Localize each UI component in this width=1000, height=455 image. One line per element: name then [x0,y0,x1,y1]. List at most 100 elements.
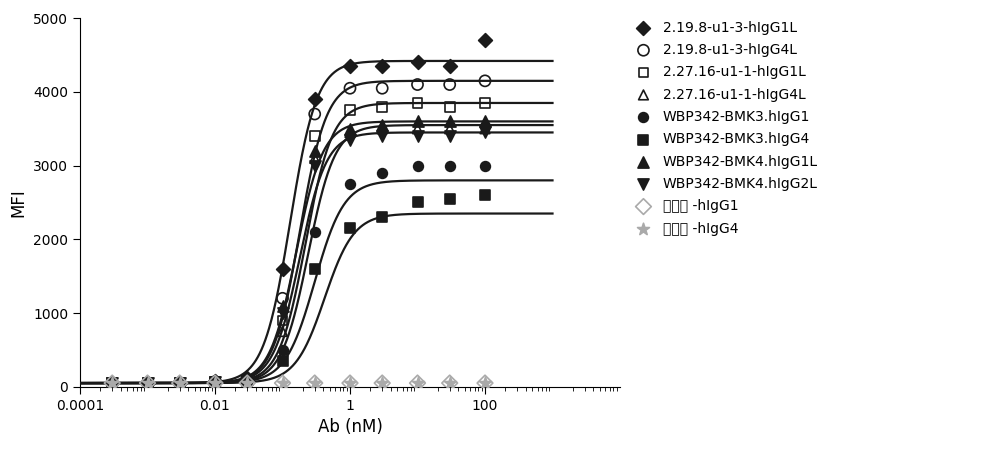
WBP342-BMK3.hIgG1 [442,162,458,169]
2.19.8-u1-3-hIgG1L [139,379,156,387]
同种型 -hIgG1 [207,379,223,387]
X-axis label: Ab (nM): Ab (nM) [318,418,382,436]
WBP342-BMK3.hIgG1 [207,378,223,385]
WBP342-BMK3.hIgG4 [139,379,156,387]
2.19.8-u1-3-hIgG1L [207,377,223,384]
2.27.16-u1-1-hIgG1L [442,103,458,110]
同种型 -hIgG4 [274,379,291,387]
2.27.16-u1-1-hIgG4L [104,379,120,387]
WBP342-BMK4.hIgG2L [172,379,188,386]
WBP342-BMK3.hIgG4 [172,379,188,386]
WBP342-BMK4.hIgG1L [239,376,255,383]
2.27.16-u1-1-hIgG4L [207,378,223,385]
2.19.8-u1-3-hIgG4L [207,378,223,385]
2.19.8-u1-3-hIgG1L [307,96,323,103]
WBP342-BMK3.hIgG4 [442,195,458,202]
2.27.16-u1-1-hIgG1L [172,379,188,386]
WBP342-BMK4.hIgG1L [442,118,458,125]
2.19.8-u1-3-hIgG4L [342,85,358,92]
WBP342-BMK4.hIgG2L [374,132,390,140]
WBP342-BMK4.hIgG2L [342,136,358,143]
WBP342-BMK4.hIgG1L [207,378,223,385]
WBP342-BMK3.hIgG4 [104,379,120,387]
WBP342-BMK4.hIgG1L [104,379,120,387]
2.27.16-u1-1-hIgG4L [477,125,493,132]
2.19.8-u1-3-hIgG1L [442,62,458,70]
2.19.8-u1-3-hIgG4L [274,295,291,302]
WBP342-BMK4.hIgG2L [104,379,120,387]
WBP342-BMK3.hIgG4 [477,192,493,199]
同种型 -hIgG1 [374,379,390,387]
2.19.8-u1-3-hIgG1L [104,379,120,387]
WBP342-BMK3.hIgG1 [172,379,188,386]
2.27.16-u1-1-hIgG4L [342,129,358,136]
WBP342-BMK3.hIgG1 [307,228,323,236]
Legend: 2.19.8-u1-3-hIgG1L, 2.19.8-u1-3-hIgG4L, 2.27.16-u1-1-hIgG1L, 2.27.16-u1-1-hIgG4L: 2.19.8-u1-3-hIgG1L, 2.19.8-u1-3-hIgG4L, … [632,18,821,238]
2.27.16-u1-1-hIgG1L [239,376,255,384]
WBP342-BMK3.hIgG1 [342,180,358,187]
2.27.16-u1-1-hIgG1L [342,106,358,114]
WBP342-BMK3.hIgG1 [239,377,255,384]
2.27.16-u1-1-hIgG1L [307,132,323,140]
同种型 -hIgG1 [274,379,291,387]
WBP342-BMK3.hIgG1 [274,346,291,354]
2.19.8-u1-3-hIgG4L [104,379,120,387]
2.27.16-u1-1-hIgG1L [274,317,291,324]
同种型 -hIgG4 [139,379,156,387]
WBP342-BMK3.hIgG4 [374,213,390,221]
WBP342-BMK3.hIgG4 [274,357,291,364]
2.19.8-u1-3-hIgG4L [307,111,323,118]
2.27.16-u1-1-hIgG4L [239,377,255,384]
2.27.16-u1-1-hIgG4L [139,379,156,387]
WBP342-BMK4.hIgG2L [274,309,291,317]
WBP342-BMK3.hIgG1 [104,379,120,387]
WBP342-BMK3.hIgG4 [207,378,223,385]
同种型 -hIgG1 [477,379,493,387]
WBP342-BMK4.hIgG1L [410,118,426,125]
同种型 -hIgG4 [207,379,223,387]
2.27.16-u1-1-hIgG4L [374,125,390,132]
WBP342-BMK4.hIgG1L [307,147,323,155]
WBP342-BMK4.hIgG2L [239,376,255,384]
2.19.8-u1-3-hIgG4L [477,77,493,85]
2.27.16-u1-1-hIgG4L [410,125,426,132]
2.19.8-u1-3-hIgG4L [139,379,156,387]
2.19.8-u1-3-hIgG1L [342,62,358,70]
WBP342-BMK3.hIgG1 [410,162,426,169]
WBP342-BMK3.hIgG4 [342,225,358,232]
同种型 -hIgG4 [104,379,120,387]
2.27.16-u1-1-hIgG4L [442,125,458,132]
2.19.8-u1-3-hIgG4L [442,81,458,88]
同种型 -hIgG1 [442,379,458,387]
2.27.16-u1-1-hIgG4L [172,379,188,386]
2.19.8-u1-3-hIgG1L [172,379,188,386]
2.19.8-u1-3-hIgG1L [274,265,291,273]
2.19.8-u1-3-hIgG1L [239,374,255,382]
2.19.8-u1-3-hIgG4L [410,81,426,88]
2.27.16-u1-1-hIgG1L [139,379,156,387]
WBP342-BMK3.hIgG1 [477,162,493,169]
WBP342-BMK4.hIgG1L [342,125,358,132]
WBP342-BMK4.hIgG2L [139,379,156,387]
同种型 -hIgG4 [239,379,255,387]
同种型 -hIgG1 [239,379,255,387]
同种型 -hIgG4 [410,379,426,387]
2.19.8-u1-3-hIgG1L [477,37,493,44]
Y-axis label: MFI: MFI [10,188,28,217]
WBP342-BMK4.hIgG1L [477,118,493,125]
同种型 -hIgG1 [172,379,188,387]
WBP342-BMK4.hIgG1L [172,379,188,386]
同种型 -hIgG4 [342,379,358,387]
同种型 -hIgG4 [374,379,390,387]
同种型 -hIgG1 [342,379,358,387]
同种型 -hIgG4 [442,379,458,387]
WBP342-BMK4.hIgG2L [442,132,458,140]
WBP342-BMK3.hIgG4 [410,199,426,206]
WBP342-BMK4.hIgG1L [139,379,156,387]
WBP342-BMK4.hIgG2L [307,162,323,169]
2.27.16-u1-1-hIgG4L [274,328,291,335]
WBP342-BMK3.hIgG4 [239,378,255,385]
WBP342-BMK4.hIgG1L [274,302,291,309]
2.19.8-u1-3-hIgG1L [410,59,426,66]
WBP342-BMK3.hIgG1 [374,169,390,177]
